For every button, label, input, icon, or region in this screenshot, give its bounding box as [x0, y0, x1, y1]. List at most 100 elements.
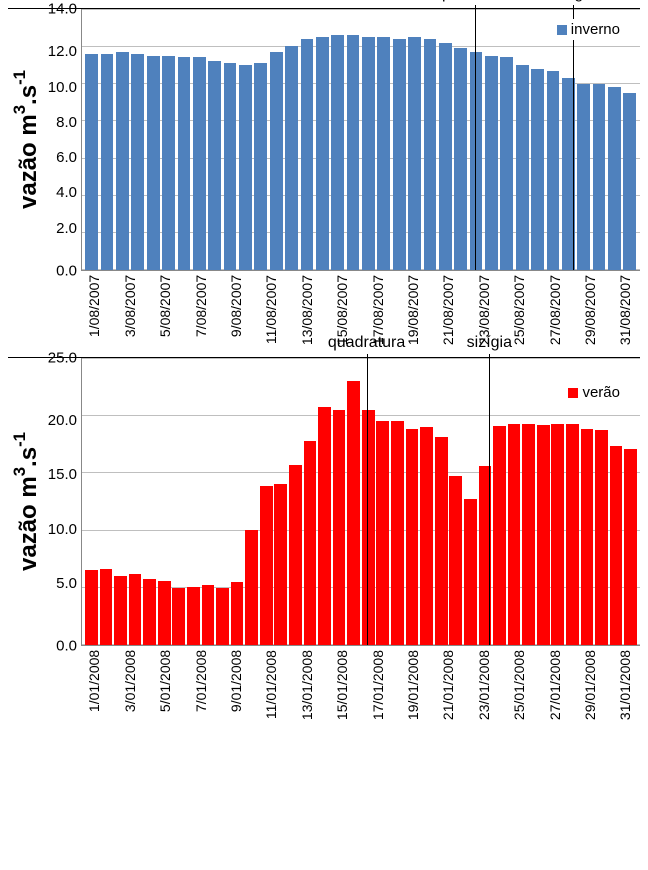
bar — [623, 93, 636, 270]
bar — [331, 35, 344, 270]
bar — [485, 56, 498, 270]
x-tick: 27/08/2007 — [548, 275, 562, 345]
bar — [285, 46, 298, 270]
bar — [187, 587, 200, 646]
x-tick: 5/01/2008 — [158, 650, 172, 720]
legend-label: inverno — [571, 21, 620, 38]
bar — [158, 581, 171, 645]
x-tick: 3/08/2007 — [123, 275, 137, 345]
bar — [216, 588, 229, 645]
bar — [116, 52, 129, 270]
bar — [85, 54, 98, 270]
x-tick: 25/01/2008 — [512, 650, 526, 720]
bar — [522, 424, 535, 646]
y-tick: 25.0 — [45, 351, 77, 366]
x-tick: 9/08/2007 — [229, 275, 243, 345]
x-tick: 3/01/2008 — [123, 650, 137, 720]
bar — [208, 61, 221, 270]
bar — [231, 582, 244, 645]
y-tick: 4.0 — [45, 185, 77, 200]
bar — [316, 37, 329, 270]
y-tick: 15.0 — [45, 467, 77, 482]
x-tick: 25/08/2007 — [512, 275, 526, 345]
bar — [178, 57, 191, 270]
bar — [304, 441, 317, 645]
x-tick: 31/01/2008 — [618, 650, 632, 720]
y-tick: 10.0 — [45, 80, 77, 95]
x-tick: 27/01/2008 — [548, 650, 562, 720]
x-tick: 15/01/2008 — [335, 650, 349, 720]
bar — [408, 37, 421, 270]
x-axis-2: 1/01/20083/01/20085/01/20087/01/20089/01… — [80, 650, 640, 720]
bar — [129, 574, 142, 645]
bar — [449, 476, 462, 645]
bar — [516, 65, 529, 270]
x-tick: 19/08/2007 — [406, 275, 420, 345]
y-axis-label-2: vazão m3.s-1 — [8, 358, 45, 646]
bar — [245, 530, 258, 645]
annotation-line — [367, 354, 368, 645]
bar — [333, 410, 346, 645]
x-tick: 29/08/2007 — [583, 275, 597, 345]
legend-label: verão — [582, 384, 620, 401]
y-ticks-2: 25.020.015.010.05.00.0 — [45, 358, 81, 646]
bar — [420, 427, 433, 645]
bar — [406, 429, 419, 645]
bar — [581, 429, 594, 645]
bar — [172, 588, 185, 645]
x-tick: 13/01/2008 — [300, 650, 314, 720]
bar — [347, 381, 360, 645]
y-ticks-1: 14.012.010.08.06.04.02.00.0 — [45, 9, 81, 271]
bar — [577, 84, 590, 270]
bar — [595, 430, 608, 645]
bar — [377, 37, 390, 270]
bar — [624, 449, 637, 645]
x-tick: 21/08/2007 — [441, 275, 455, 345]
bar — [131, 54, 144, 270]
bar — [162, 56, 175, 270]
y-tick: 14.0 — [45, 2, 77, 17]
annotation-label: sizígia — [550, 0, 595, 3]
bar — [193, 57, 206, 270]
annotation-line — [489, 354, 490, 645]
y-tick: 10.0 — [45, 522, 77, 537]
x-tick: 11/01/2008 — [264, 650, 278, 720]
chart-verao: vazão m3.s-1 25.020.015.010.05.00.0 verã… — [8, 357, 640, 720]
bar — [114, 576, 127, 645]
bar — [493, 426, 506, 645]
bar — [393, 39, 406, 270]
y-tick: 0.0 — [45, 263, 77, 278]
bar — [424, 39, 437, 270]
chart-inverno: vazão m3.s-1 14.012.010.08.06.04.02.00.0… — [8, 8, 640, 345]
bar — [274, 484, 287, 645]
legend-2: verão — [564, 382, 624, 403]
y-tick: 0.0 — [45, 639, 77, 654]
bar — [289, 465, 302, 645]
bar — [391, 421, 404, 645]
x-tick: 21/01/2008 — [441, 650, 455, 720]
bar — [260, 486, 273, 646]
bar — [464, 499, 477, 645]
annotation-label: sizígia — [467, 334, 512, 352]
annotation-label: quadratura — [328, 334, 405, 352]
y-axis-label-1: vazão m3.s-1 — [8, 9, 45, 271]
x-tick: 17/01/2008 — [371, 650, 385, 720]
x-tick: 29/01/2008 — [583, 650, 597, 720]
y-tick: 5.0 — [45, 576, 77, 591]
bar — [101, 54, 114, 270]
bar — [270, 52, 283, 270]
y-tick: 8.0 — [45, 115, 77, 130]
bar — [376, 421, 389, 645]
bar — [347, 35, 360, 270]
bar — [454, 48, 467, 270]
bar — [318, 407, 331, 645]
x-tick: 5/08/2007 — [158, 275, 172, 345]
bar — [100, 569, 113, 645]
x-tick: 31/08/2007 — [618, 275, 632, 345]
x-tick: 7/01/2008 — [194, 650, 208, 720]
bar — [566, 424, 579, 646]
x-tick: 13/08/2007 — [300, 275, 314, 345]
bar — [531, 69, 544, 270]
bar — [301, 39, 314, 270]
legend-swatch-icon — [568, 388, 578, 398]
